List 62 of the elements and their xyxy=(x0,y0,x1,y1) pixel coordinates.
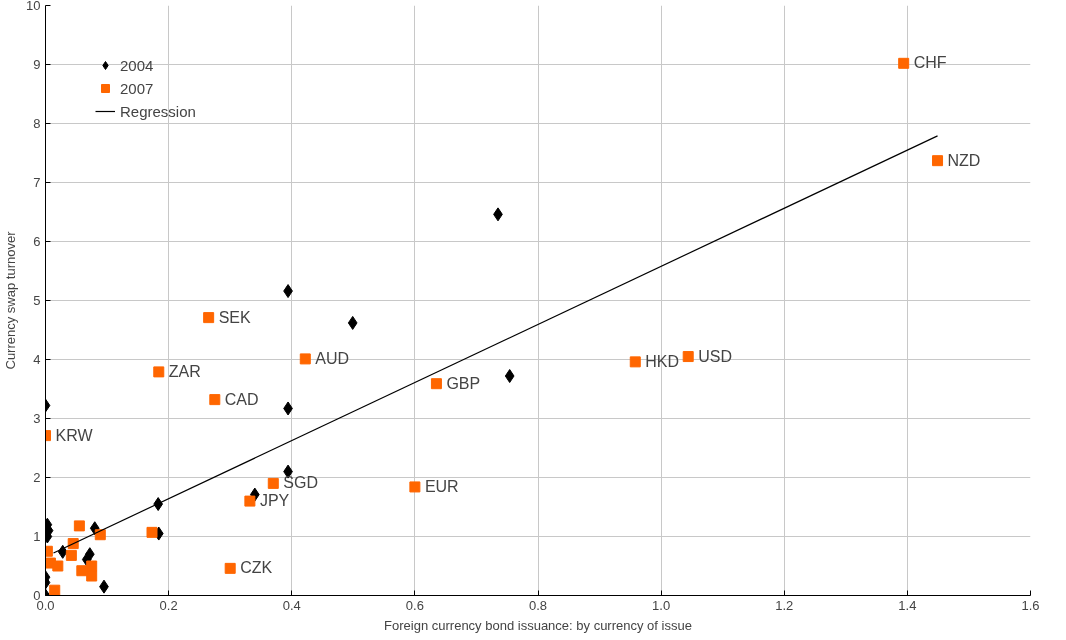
annotation: CAD xyxy=(224,390,259,408)
point xyxy=(203,312,215,324)
annotation: SEK xyxy=(218,308,251,326)
y-tick-label: 3 xyxy=(33,411,41,426)
point xyxy=(65,549,77,561)
x-tick-label: 1.4 xyxy=(898,597,917,613)
point xyxy=(57,544,68,559)
point xyxy=(76,565,88,577)
point xyxy=(682,351,694,363)
y-tick-label: 7 xyxy=(33,175,41,190)
y-tick-label: 6 xyxy=(33,234,41,249)
point xyxy=(94,529,106,541)
y-tick-label: 4 xyxy=(33,352,41,367)
x-tick-label: 0.6 xyxy=(405,597,424,613)
point xyxy=(898,57,910,69)
x-tick-label: 0.8 xyxy=(528,597,548,613)
x-tick-label: 1.6 xyxy=(1021,597,1040,613)
y-tick-label: 1 xyxy=(33,529,41,544)
point xyxy=(430,378,442,390)
legend-label: Regression xyxy=(120,102,196,120)
point xyxy=(52,560,64,572)
point xyxy=(267,477,279,489)
annotation: AUD xyxy=(315,349,350,367)
point xyxy=(153,366,165,378)
annotation: KRW xyxy=(55,426,94,444)
annotation: SGD xyxy=(283,474,318,492)
y-tick-label: 2 xyxy=(33,470,41,485)
annotation: HKD xyxy=(645,352,680,370)
legend-label: 2007 xyxy=(120,79,154,97)
point xyxy=(504,369,515,384)
point xyxy=(299,353,311,365)
point xyxy=(86,560,98,572)
x-tick-label: 1.2 xyxy=(775,597,794,613)
point xyxy=(86,570,98,582)
x-tick-label: 0.4 xyxy=(282,597,301,613)
annotation: EUR xyxy=(424,477,459,495)
point xyxy=(146,526,158,538)
point xyxy=(244,495,256,507)
annotation: CHF xyxy=(913,54,947,72)
x-tick-label: 1.0 xyxy=(652,597,671,613)
point xyxy=(73,520,85,532)
y-tick-label: 5 xyxy=(33,293,41,308)
y-axis-title: Currency swap turnover xyxy=(3,230,19,370)
point xyxy=(932,155,944,167)
point xyxy=(347,315,358,330)
annotation: JPY xyxy=(259,492,290,510)
annotation: NZD xyxy=(947,151,981,169)
annotation: CZK xyxy=(240,559,273,577)
x-axis-title: Foreign currency bond issuance: by currency of issue xyxy=(384,617,692,633)
legend-label: 2004 xyxy=(120,56,154,74)
y-tick-label: 8 xyxy=(33,116,41,131)
y-tick-label: 10 xyxy=(26,0,41,13)
x-tick-label: 0.2 xyxy=(159,597,178,613)
annotation: ZAR xyxy=(168,362,201,380)
point xyxy=(629,356,641,368)
y-tick-label: 9 xyxy=(33,57,41,72)
point xyxy=(409,481,421,493)
point xyxy=(224,562,236,574)
point xyxy=(209,394,221,406)
annotation: GBP xyxy=(446,374,481,392)
point xyxy=(49,584,61,596)
annotation: USD xyxy=(698,347,732,365)
